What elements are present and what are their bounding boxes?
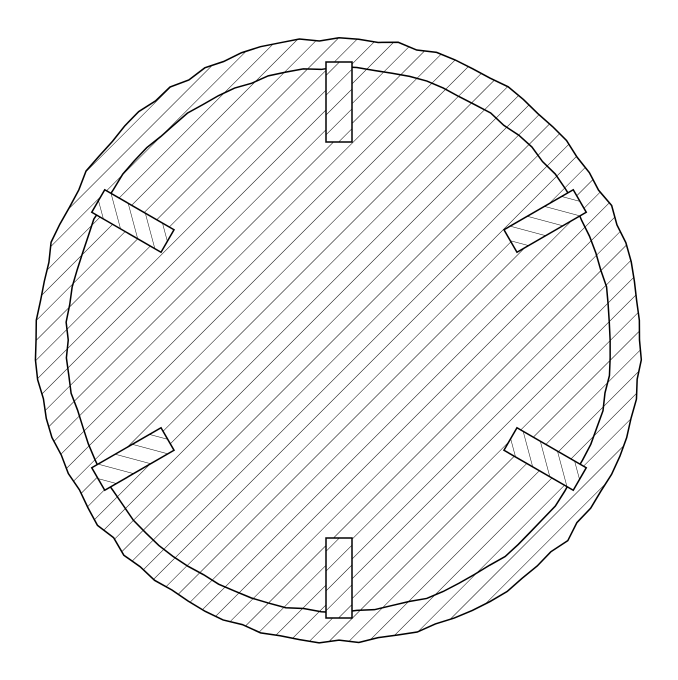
cross-section-diagram — [0, 0, 678, 680]
spoke — [326, 62, 352, 142]
spoke — [326, 538, 352, 618]
